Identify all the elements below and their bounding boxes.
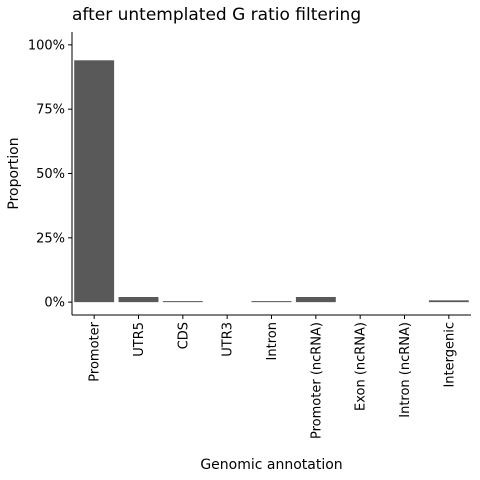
bar xyxy=(74,60,115,303)
x-tick-label: Promoter (ncRNA) xyxy=(309,322,324,439)
y-tick-label: 25% xyxy=(36,231,65,246)
bar xyxy=(428,300,469,303)
x-tick-label: Intergenic xyxy=(442,322,457,388)
x-tick-label: Exon (ncRNA) xyxy=(354,322,369,411)
bar xyxy=(118,296,159,303)
bar xyxy=(295,296,336,303)
bar xyxy=(162,301,203,303)
x-tick-label: UTR5 xyxy=(132,322,147,357)
y-tick-label: 50% xyxy=(36,167,65,182)
y-axis-ticks: 0% 25% 50% 75% 100% xyxy=(28,38,72,311)
y-tick-label: 0% xyxy=(44,296,65,311)
y-tick-label: 75% xyxy=(36,103,65,118)
chart-title: after untemplated G ratio filtering xyxy=(72,5,361,25)
y-axis-title: Proportion xyxy=(6,137,22,209)
x-axis-title: Genomic annotation xyxy=(200,457,342,473)
bar xyxy=(251,301,292,303)
x-tick-label: Intron (ncRNA) xyxy=(398,322,413,418)
x-tick-label: CDS xyxy=(176,322,191,349)
x-tick-label: UTR3 xyxy=(221,322,236,357)
x-tick-label: Intron xyxy=(265,322,280,360)
x-axis-ticks: Promoter UTR5 CDS UTR3 Intron Promoter (ncRNA… xyxy=(88,315,457,439)
y-tick-label: 100% xyxy=(28,38,65,53)
x-tick-label: Promoter xyxy=(88,321,103,381)
bars-group xyxy=(74,60,469,303)
